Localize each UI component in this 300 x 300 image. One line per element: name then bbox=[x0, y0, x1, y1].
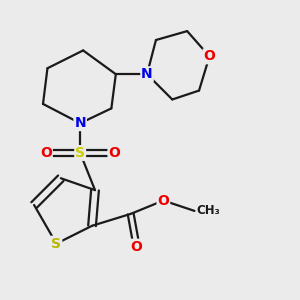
Text: O: O bbox=[108, 146, 120, 160]
Text: N: N bbox=[141, 67, 153, 81]
Text: O: O bbox=[131, 240, 142, 254]
Text: O: O bbox=[203, 50, 215, 63]
Text: S: S bbox=[51, 237, 62, 250]
Text: O: O bbox=[40, 146, 52, 160]
Text: O: O bbox=[158, 194, 169, 208]
Text: S: S bbox=[75, 146, 85, 160]
Text: N: N bbox=[74, 116, 86, 130]
Text: CH₃: CH₃ bbox=[196, 204, 220, 218]
